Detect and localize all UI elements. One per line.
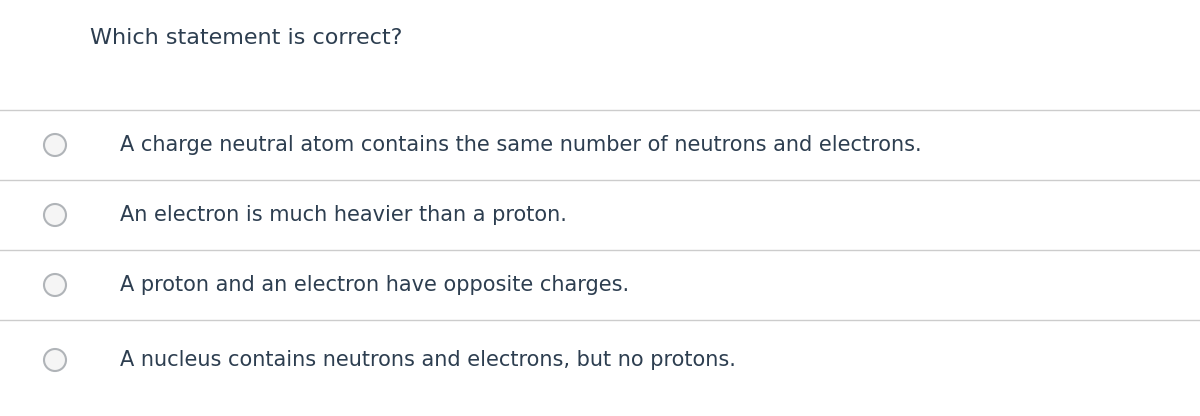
Text: An electron is much heavier than a proton.: An electron is much heavier than a proto…: [120, 205, 566, 225]
Text: A proton and an electron have opposite charges.: A proton and an electron have opposite c…: [120, 275, 629, 295]
Text: Which statement is correct?: Which statement is correct?: [90, 28, 402, 48]
Text: A nucleus contains neutrons and electrons, but no protons.: A nucleus contains neutrons and electron…: [120, 350, 736, 370]
Ellipse shape: [44, 204, 66, 226]
Ellipse shape: [44, 349, 66, 371]
Ellipse shape: [44, 274, 66, 296]
Ellipse shape: [44, 134, 66, 156]
Text: A charge neutral atom contains the same number of neutrons and electrons.: A charge neutral atom contains the same …: [120, 135, 922, 155]
